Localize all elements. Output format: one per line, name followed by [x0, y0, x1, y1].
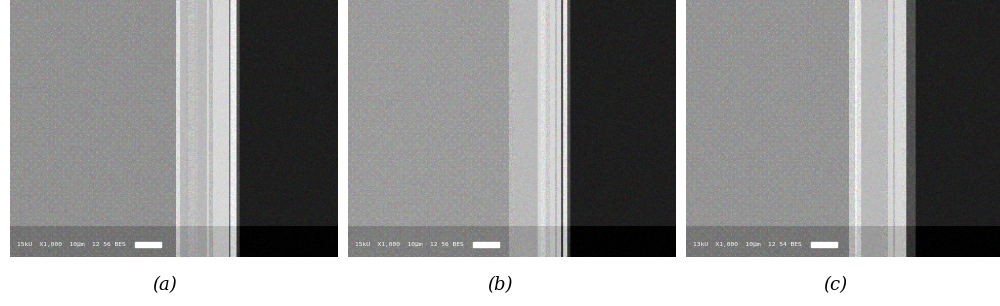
- Text: (c): (c): [823, 276, 847, 294]
- Bar: [135, 242, 161, 247]
- Text: 15kU  X1,000  10μm  12 56 BES: 15kU X1,000 10μm 12 56 BES: [355, 242, 463, 247]
- Text: 15kU  X1,000  10μm  12 56 BES: 15kU X1,000 10μm 12 56 BES: [17, 242, 125, 247]
- Bar: [811, 242, 837, 247]
- Text: (b): (b): [487, 276, 513, 294]
- Bar: [473, 242, 499, 247]
- Text: (a): (a): [153, 276, 177, 294]
- Text: 13kU  X1,000  10μm  12 54 BES: 13kU X1,000 10μm 12 54 BES: [693, 242, 801, 247]
